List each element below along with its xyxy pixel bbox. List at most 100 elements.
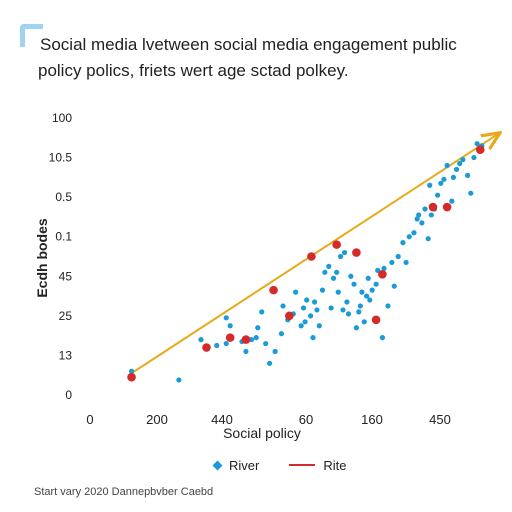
title-line-2: policy polics, friets wert age sctad pol…: [38, 61, 349, 80]
data-point-river: [330, 275, 337, 281]
data-point-rite: [332, 240, 341, 249]
title-line-1: Social media lvetween social media engag…: [40, 35, 457, 54]
data-point-rite: [442, 202, 452, 212]
data-point-river: [304, 297, 310, 303]
y-tick-label: 10.5: [49, 151, 73, 165]
chart-legend: River Rite: [212, 456, 376, 474]
data-point-river: [227, 323, 233, 329]
x-axis-label: Social policy: [223, 425, 301, 441]
data-point-river: [340, 307, 346, 313]
legend-label-river: River: [229, 457, 260, 473]
y-tick-label: 0: [65, 388, 72, 402]
legend-item-rite: Rite: [289, 458, 346, 473]
data-point-river: [427, 182, 433, 188]
data-point-river: [300, 305, 307, 311]
data-point-river: [198, 337, 204, 343]
y-tick-label: 100: [52, 111, 72, 125]
data-point-river: [128, 368, 135, 374]
data-point-river: [280, 303, 286, 309]
y-axis-label: Ecdh bodes: [34, 218, 50, 298]
data-point-river: [353, 325, 359, 331]
y-tick-label: 0.1: [55, 230, 72, 244]
data-point-river: [364, 293, 370, 299]
data-point-river: [450, 174, 457, 180]
data-point-river: [223, 340, 229, 347]
data-point-river: [356, 309, 362, 315]
x-tick-label: 440: [211, 412, 233, 427]
data-point-rite: [269, 285, 278, 295]
data-point-rite: [285, 311, 294, 321]
data-point-river: [348, 273, 354, 279]
data-point-river: [389, 259, 395, 266]
data-point-river: [319, 287, 326, 293]
data-point-river: [326, 263, 332, 269]
data-point-river: [369, 287, 375, 293]
data-point-river: [453, 166, 460, 173]
data-point-river: [223, 315, 229, 321]
data-point-river: [308, 313, 314, 319]
data-point-river: [344, 299, 350, 305]
data-point-river: [338, 253, 344, 260]
data-point-river: [351, 281, 357, 287]
data-point-river: [379, 335, 386, 341]
legend-marker-line-icon: [289, 464, 316, 466]
data-point-river: [361, 319, 367, 325]
data-point-river: [263, 340, 269, 347]
data-point-river: [328, 305, 334, 311]
data-point-river: [441, 176, 447, 182]
data-point-rite: [241, 335, 251, 344]
data-point-river: [176, 377, 182, 383]
data-point-river: [457, 160, 463, 167]
data-point-river: [403, 259, 409, 266]
data-point-river: [391, 283, 397, 289]
y-tick-label: 13: [59, 348, 73, 362]
data-point-river: [428, 212, 434, 218]
data-point-river: [255, 325, 261, 331]
data-point-river: [302, 319, 308, 325]
chart-title: Social media lvetween social media engag…: [38, 32, 480, 84]
x-tick-label: 200: [146, 412, 168, 427]
data-point-river: [419, 220, 425, 226]
data-point-river: [375, 267, 381, 273]
x-tick-label: 160: [361, 412, 383, 427]
data-point-rite: [378, 270, 387, 279]
data-point-river: [359, 289, 365, 295]
y-tick-label: 25: [59, 309, 73, 323]
data-point-rite: [225, 333, 235, 342]
data-point-river: [425, 236, 431, 242]
data-point-river: [316, 323, 322, 329]
data-point-rite: [307, 252, 316, 261]
data-point-river: [406, 234, 412, 240]
y-tick-label: 0.5: [55, 190, 72, 204]
data-point-river: [395, 253, 401, 260]
data-point-river: [278, 331, 285, 337]
data-point-river: [438, 180, 444, 186]
x-tick-label: 0: [86, 412, 93, 427]
data-point-rite: [202, 343, 211, 352]
data-point-river: [400, 240, 406, 246]
data-point-river: [214, 342, 220, 349]
chart-caption: Start vary 2020 Dannepbvber Caebd: [34, 486, 214, 498]
data-point-river: [259, 309, 265, 315]
data-point-rite: [371, 315, 381, 325]
data-point-river: [367, 297, 373, 303]
data-point-river: [243, 348, 249, 355]
data-point-rite: [127, 372, 136, 382]
data-point-river: [293, 289, 299, 295]
data-point-river: [444, 162, 450, 169]
data-point-river: [385, 303, 391, 309]
data-point-river: [414, 216, 420, 222]
legend-label-rite: Rite: [323, 457, 347, 473]
data-point-river: [471, 154, 477, 161]
corner-accent: [20, 24, 43, 47]
data-point-river: [468, 190, 474, 196]
data-point-river: [335, 289, 341, 295]
x-tick-label: 60: [299, 412, 313, 427]
data-point-rite: [428, 202, 438, 212]
data-point-river: [272, 348, 278, 355]
data-point-river: [345, 311, 352, 317]
data-point-river: [460, 156, 466, 163]
data-point-river: [322, 269, 328, 275]
data-point-rite: [352, 248, 361, 257]
